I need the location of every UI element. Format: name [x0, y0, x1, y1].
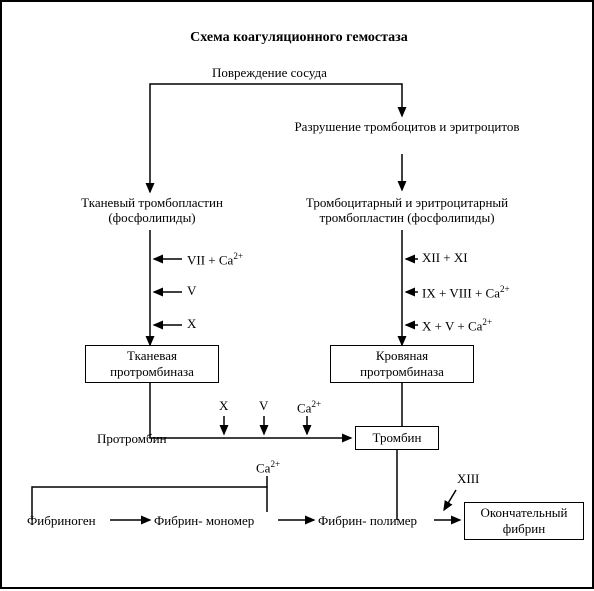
mid-ca: Ca2+	[297, 399, 321, 416]
node-prothrombin: Протромбин	[97, 432, 167, 447]
box-final-fibrin: Окончательный фибрин	[464, 502, 584, 540]
factor-left-3: X	[187, 317, 196, 332]
node-fibrinogen: Фибриноген	[27, 514, 96, 529]
factor-right-3: X + V + Ca2+	[422, 317, 492, 334]
box-thrombin: Тромбин	[355, 426, 439, 450]
mid-v: V	[259, 399, 268, 414]
factor-xiii: XIII	[457, 472, 479, 487]
node-damage: Повреждение сосуда	[212, 66, 327, 81]
node-blood-tp: Тромбоцитарный и эритроцитарный тромбопл…	[277, 196, 537, 226]
factor-right-2: IX + VIII + Ca2+	[422, 284, 510, 301]
node-fibrin-polymer: Фибрин- полимер	[318, 514, 417, 529]
node-destruction: Разрушение тромбоцитов и эритроцитов	[292, 120, 522, 135]
box-blood-prothrombinase: Кровяная протромбиназа	[330, 345, 474, 383]
node-fibrin-monomer: Фибрин- мономер	[154, 514, 254, 529]
factor-left-2: V	[187, 284, 196, 299]
mid-x: X	[219, 399, 228, 414]
factor-left-1: VII + Ca2+	[187, 251, 243, 268]
diagram-root: Схема коагуляционного гемостаза Поврежде…	[0, 0, 594, 589]
factor-right-1: XII + XI	[422, 251, 468, 266]
box-tissue-prothrombinase: Тканевая протромбиназа	[85, 345, 219, 383]
ca-lower: Ca2+	[256, 459, 280, 476]
node-tissue-tp: Тканевый тромбопластин (фосфолипиды)	[52, 196, 252, 226]
diagram-title: Схема коагуляционного гемостаза	[2, 30, 594, 46]
